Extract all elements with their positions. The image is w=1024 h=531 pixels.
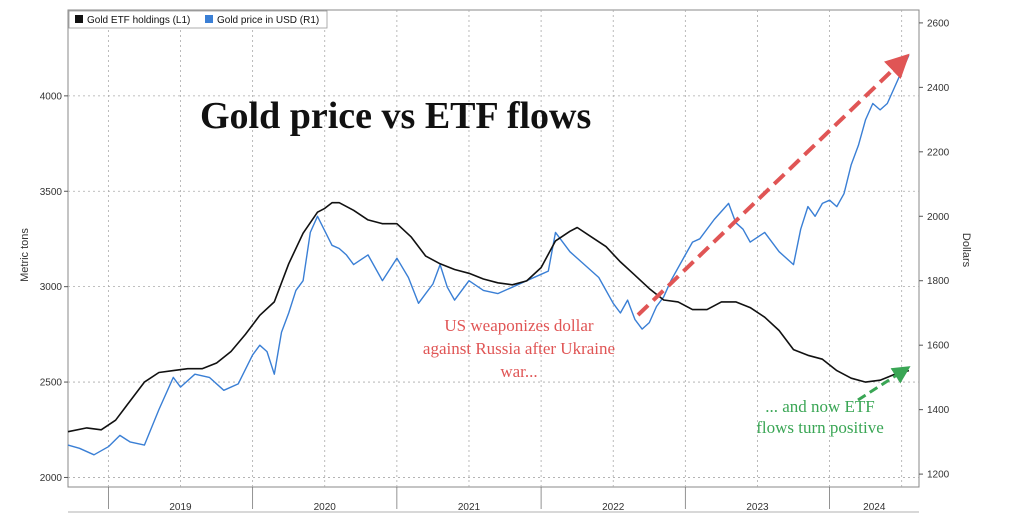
chart-title: Gold price vs ETF flows (200, 95, 591, 137)
right-tick-label: 2600 (927, 18, 950, 29)
x-tick-label: 2021 (458, 502, 481, 513)
left-tick-label: 3000 (40, 282, 63, 293)
right-axis-title: Dollars (960, 233, 972, 268)
legend-swatch-etf (75, 15, 83, 23)
annotation-1-line-2: against Russia after Ukraine (423, 339, 615, 358)
legend-label-etf: Gold ETF holdings (L1) (87, 15, 190, 26)
dollar-weaponization-arrow (636, 53, 910, 317)
left-tick-label: 4000 (40, 91, 63, 102)
annotation-1-line-1: US weaponizes dollar (444, 316, 594, 335)
left-tick-label: 2000 (40, 473, 63, 484)
legend-label-gold: Gold price in USD (R1) (217, 15, 319, 26)
axes: 2000 2500 3000 3500 4000 1200 1400 1600 1800 2000… (40, 18, 950, 513)
annotation-2-line-2: flows turn positive (756, 418, 884, 437)
x-tick-label: 2023 (746, 502, 769, 513)
left-axis-title: Metric tons (19, 228, 31, 282)
right-tick-label: 2000 (927, 212, 950, 223)
legend: Gold ETF holdings (L1) Gold price in USD… (68, 10, 328, 29)
series-line-etf-holdings (67, 201, 910, 433)
series-group (67, 54, 910, 456)
annotation-dollar-weaponization: US weaponizes dollar against Russia afte… (423, 316, 615, 381)
x-tick-label: 2020 (314, 502, 337, 513)
right-tick-label: 1400 (927, 405, 950, 416)
left-tick-label: 3500 (40, 187, 63, 198)
right-tick-label: 2400 (927, 83, 950, 94)
x-tick-label: 2024 (863, 502, 886, 513)
annotation-1-line-3: war... (500, 362, 537, 381)
x-tick-label: 2022 (602, 502, 625, 513)
legend-box (68, 10, 328, 29)
x-tick-label: 2019 (169, 502, 192, 513)
right-tick-label: 1200 (927, 470, 950, 481)
right-tick-label: 2200 (927, 147, 950, 158)
left-tick-label: 2500 (40, 378, 63, 389)
legend-swatch-gold (205, 15, 213, 23)
grid (68, 10, 919, 487)
annotation-etf-flows: ... and now ETF flows turn positive (756, 397, 884, 437)
right-tick-label: 1600 (927, 341, 950, 352)
right-tick-label: 1800 (927, 276, 950, 287)
etf-positive-arrow (857, 366, 911, 402)
annotation-2-line-1: ... and now ETF (765, 397, 875, 416)
